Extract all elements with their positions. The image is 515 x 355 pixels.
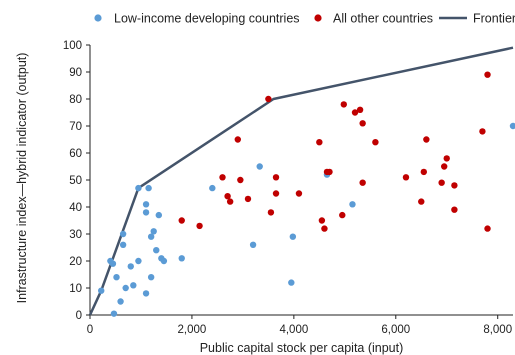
other-country-point [451, 206, 458, 213]
low-income-country-point [209, 184, 216, 192]
low-income-country-point [160, 257, 168, 265]
other-country-point [237, 176, 244, 184]
y-tick-label: 100 [63, 40, 82, 52]
legend-marker [314, 14, 322, 22]
low-income-country-point [135, 184, 142, 192]
other-country-point [418, 198, 425, 205]
low-income-country-point [147, 233, 155, 240]
x-tick-label: 8,000 [483, 324, 512, 336]
y-tick-label: 40 [69, 202, 82, 214]
low-income-country-point [135, 257, 142, 265]
y-tick-label: 80 [69, 94, 82, 106]
low-income-country-point [289, 233, 297, 240]
other-country-point [359, 120, 366, 127]
other-country-point [244, 195, 252, 203]
legend-label: Frontier [473, 12, 515, 26]
other-country-point [196, 222, 203, 230]
other-country-point [224, 193, 231, 200]
legend-label: All other countries [333, 12, 433, 26]
x-tick-label: 2,000 [178, 324, 207, 336]
other-country-point [267, 209, 275, 216]
y-tick-label: 20 [69, 256, 82, 268]
y-tick-label: 30 [69, 229, 82, 241]
other-country-point [318, 217, 326, 224]
legend-label: Low-income developing countries [114, 12, 300, 26]
other-country-point [326, 168, 333, 176]
y-axis-ticks: 0 10 20 30 40 50 60 70 80 90 100 [63, 40, 90, 322]
other-country-point [316, 139, 323, 146]
legend-all-other: All other countries [314, 12, 433, 26]
low-income-country-point [147, 274, 155, 281]
low-income-country-point [122, 284, 129, 292]
other-country-point [321, 225, 328, 232]
other-country-point [484, 71, 491, 78]
legend: Low-income developing countries All other… [94, 12, 515, 26]
other-country-point [219, 174, 226, 181]
y-tick-label: 70 [69, 121, 82, 133]
low-income-country-point [109, 260, 117, 267]
other-country-point [272, 190, 280, 197]
other-country-point [295, 190, 303, 197]
frontier-line [88, 46, 514, 316]
legend-marker [94, 14, 102, 22]
other-country-point [479, 128, 486, 135]
low-income-country-point [98, 287, 105, 294]
other-country-point [451, 182, 458, 189]
data-marks [88, 46, 515, 317]
y-axis-title: Infrastructure index—hybrid indicator (o… [15, 53, 29, 304]
low-income-country-point [110, 310, 118, 317]
x-axis-title: Public capital stock per capita (input) [200, 341, 404, 355]
low-income-country-point [349, 201, 356, 208]
low-income-country-point [117, 298, 124, 305]
other-country-point [272, 174, 280, 181]
x-tick-label: 6,000 [381, 324, 410, 336]
low-income-country-point [153, 247, 160, 254]
low-income-country-point [509, 122, 515, 130]
low-income-country-point [256, 163, 263, 170]
legend-frontier: Frontier [439, 12, 515, 26]
low-income-country-point [155, 211, 163, 219]
low-income-country-point [178, 255, 185, 262]
y-tick-label: 60 [69, 148, 82, 160]
low-income-country-point [142, 209, 150, 216]
x-tick-label: 4,000 [279, 324, 308, 336]
other-country-point [438, 179, 445, 186]
other-country-point [359, 179, 366, 186]
low-income-country-point [288, 279, 295, 286]
other-country-point [234, 136, 241, 143]
low-income-country-point [119, 230, 127, 238]
other-country-point [351, 109, 359, 116]
low-income-country-point [130, 282, 137, 289]
other-country-point [356, 106, 364, 114]
other-country-point [340, 101, 347, 108]
low-income-country-point [150, 228, 157, 235]
other-country-point [226, 198, 234, 205]
other-country-point [178, 217, 185, 224]
low-income-country-point [127, 263, 134, 270]
other-country-point [423, 136, 430, 143]
other-country-point [339, 211, 346, 219]
other-country-point [265, 95, 272, 103]
x-tick-label: 0 [87, 324, 93, 336]
y-tick-label: 50 [69, 175, 82, 187]
low-income-country-point [249, 241, 257, 248]
y-tick-label: 0 [76, 310, 82, 322]
other-country-point [443, 155, 450, 162]
other-country-point [440, 163, 448, 170]
other-country-point [402, 174, 410, 181]
plot-area: 0 2,000 4,000 6,000 8,000 0 10 20 30 40 50 60 70 80 9… [63, 40, 515, 336]
other-country-point [420, 168, 428, 176]
legend-low-income: Low-income developing countries [94, 12, 300, 26]
low-income-country-point [145, 184, 152, 192]
y-tick-label: 10 [69, 283, 82, 295]
other-country-point [372, 139, 379, 146]
low-income-country-point [119, 241, 127, 248]
x-axis-ticks: 0 2,000 4,000 6,000 8,000 [87, 315, 512, 336]
low-income-country-point [142, 201, 150, 208]
other-country-point [484, 225, 491, 232]
low-income-country-point [113, 274, 120, 281]
y-tick-label: 90 [69, 67, 82, 79]
low-income-country-point [142, 290, 150, 297]
